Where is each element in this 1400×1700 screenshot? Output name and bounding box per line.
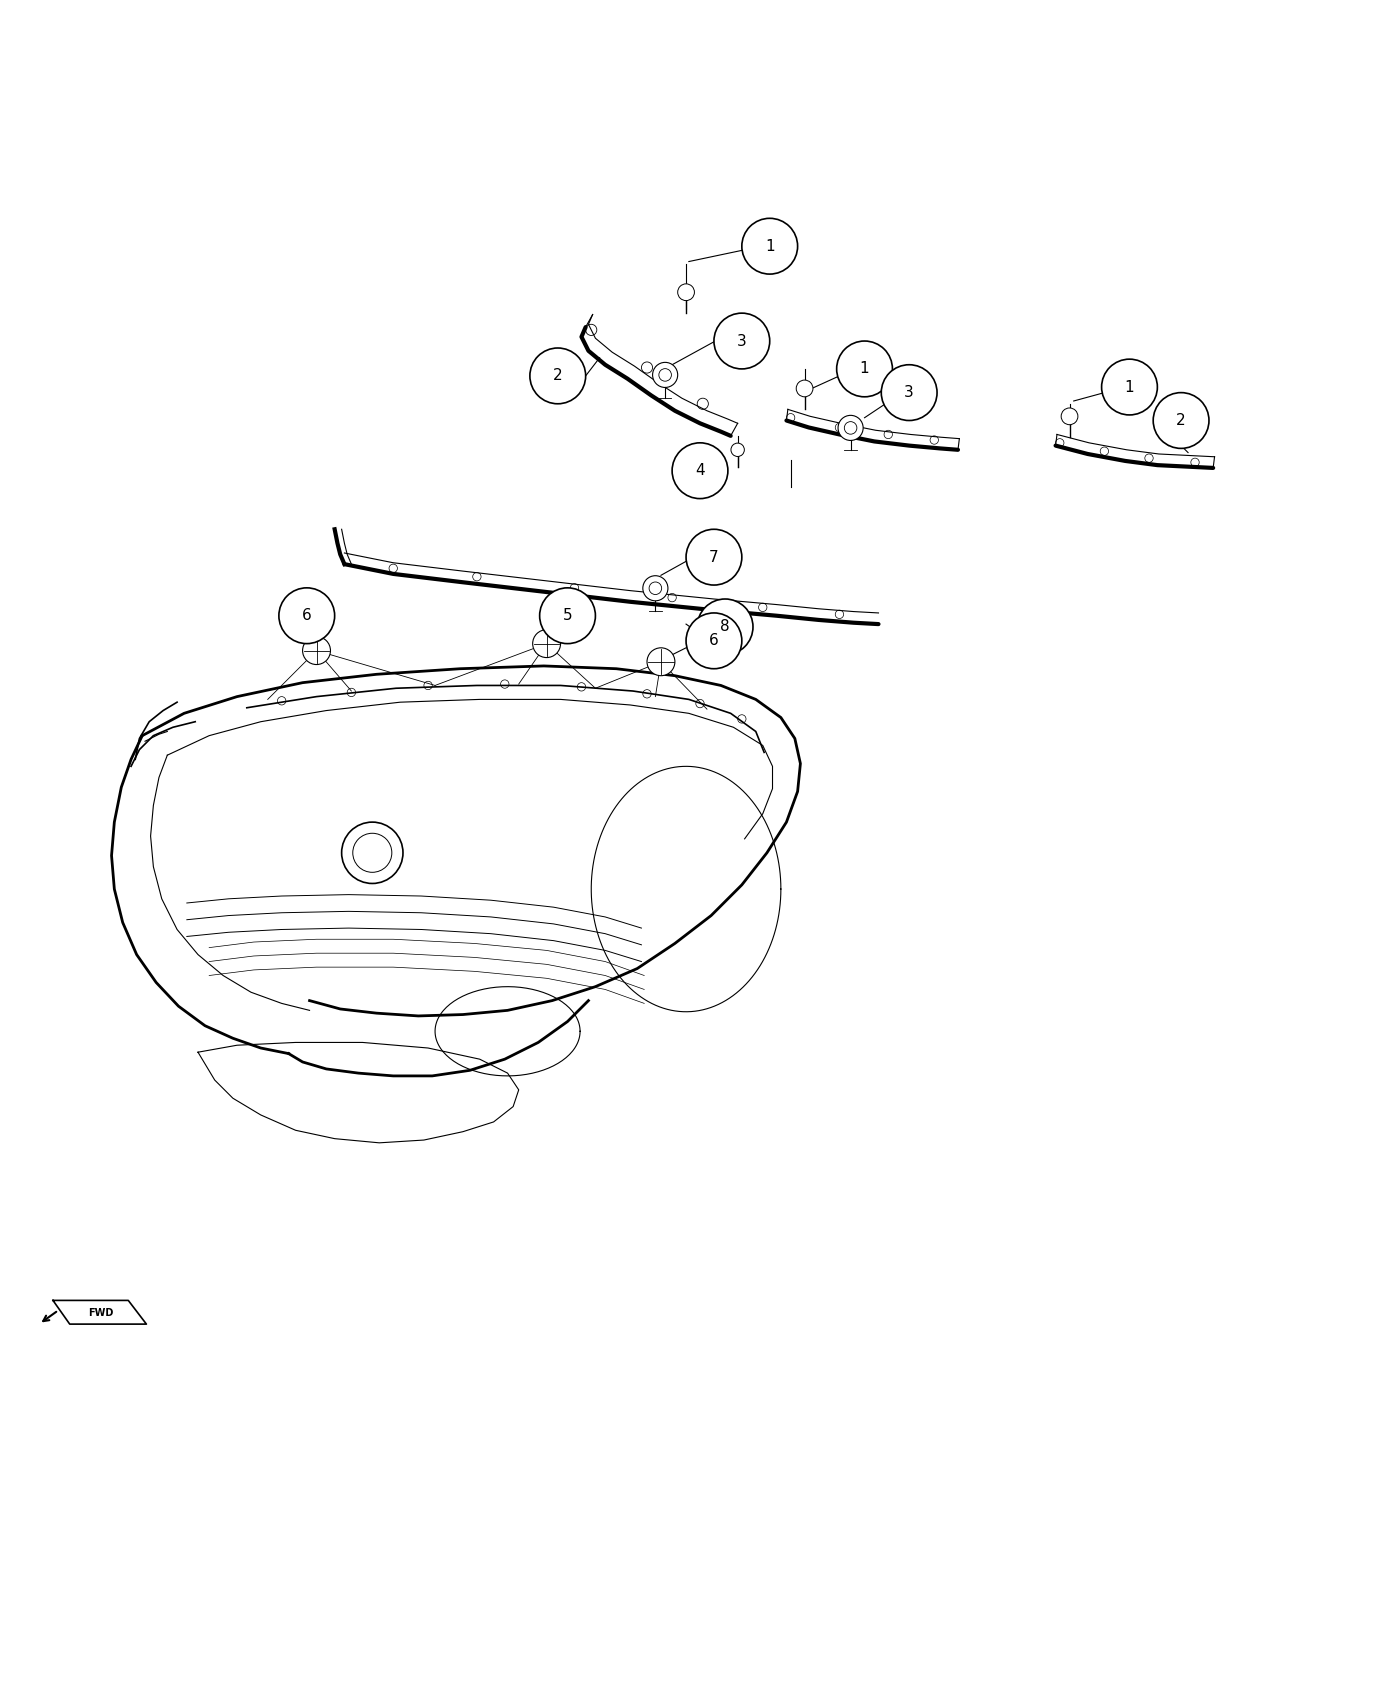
Circle shape xyxy=(647,648,675,675)
Circle shape xyxy=(881,366,937,420)
Circle shape xyxy=(529,348,585,405)
Circle shape xyxy=(678,284,694,301)
Circle shape xyxy=(1154,393,1210,449)
Circle shape xyxy=(532,629,560,658)
Circle shape xyxy=(714,313,770,369)
Text: 1: 1 xyxy=(1124,379,1134,394)
Text: 2: 2 xyxy=(553,369,563,384)
Circle shape xyxy=(539,588,595,644)
Circle shape xyxy=(672,442,728,498)
Text: 1: 1 xyxy=(764,238,774,253)
Circle shape xyxy=(279,588,335,644)
Circle shape xyxy=(697,598,753,654)
Text: 4: 4 xyxy=(696,462,704,478)
Text: 3: 3 xyxy=(736,333,746,348)
Circle shape xyxy=(742,218,798,274)
Text: 6: 6 xyxy=(708,634,718,648)
Text: 8: 8 xyxy=(720,619,729,634)
Text: 2: 2 xyxy=(1176,413,1186,428)
Circle shape xyxy=(686,529,742,585)
Circle shape xyxy=(839,415,864,440)
Text: 1: 1 xyxy=(860,362,869,376)
Text: 6: 6 xyxy=(302,609,312,624)
Circle shape xyxy=(686,614,742,668)
Circle shape xyxy=(302,636,330,665)
Circle shape xyxy=(1102,359,1158,415)
Text: FWD: FWD xyxy=(88,1307,113,1318)
Circle shape xyxy=(652,362,678,388)
Circle shape xyxy=(731,444,745,457)
Circle shape xyxy=(643,576,668,600)
Text: 7: 7 xyxy=(710,549,718,564)
Text: 5: 5 xyxy=(563,609,573,624)
Circle shape xyxy=(797,381,813,396)
Circle shape xyxy=(837,342,892,396)
Text: 3: 3 xyxy=(904,386,914,400)
Circle shape xyxy=(1061,408,1078,425)
